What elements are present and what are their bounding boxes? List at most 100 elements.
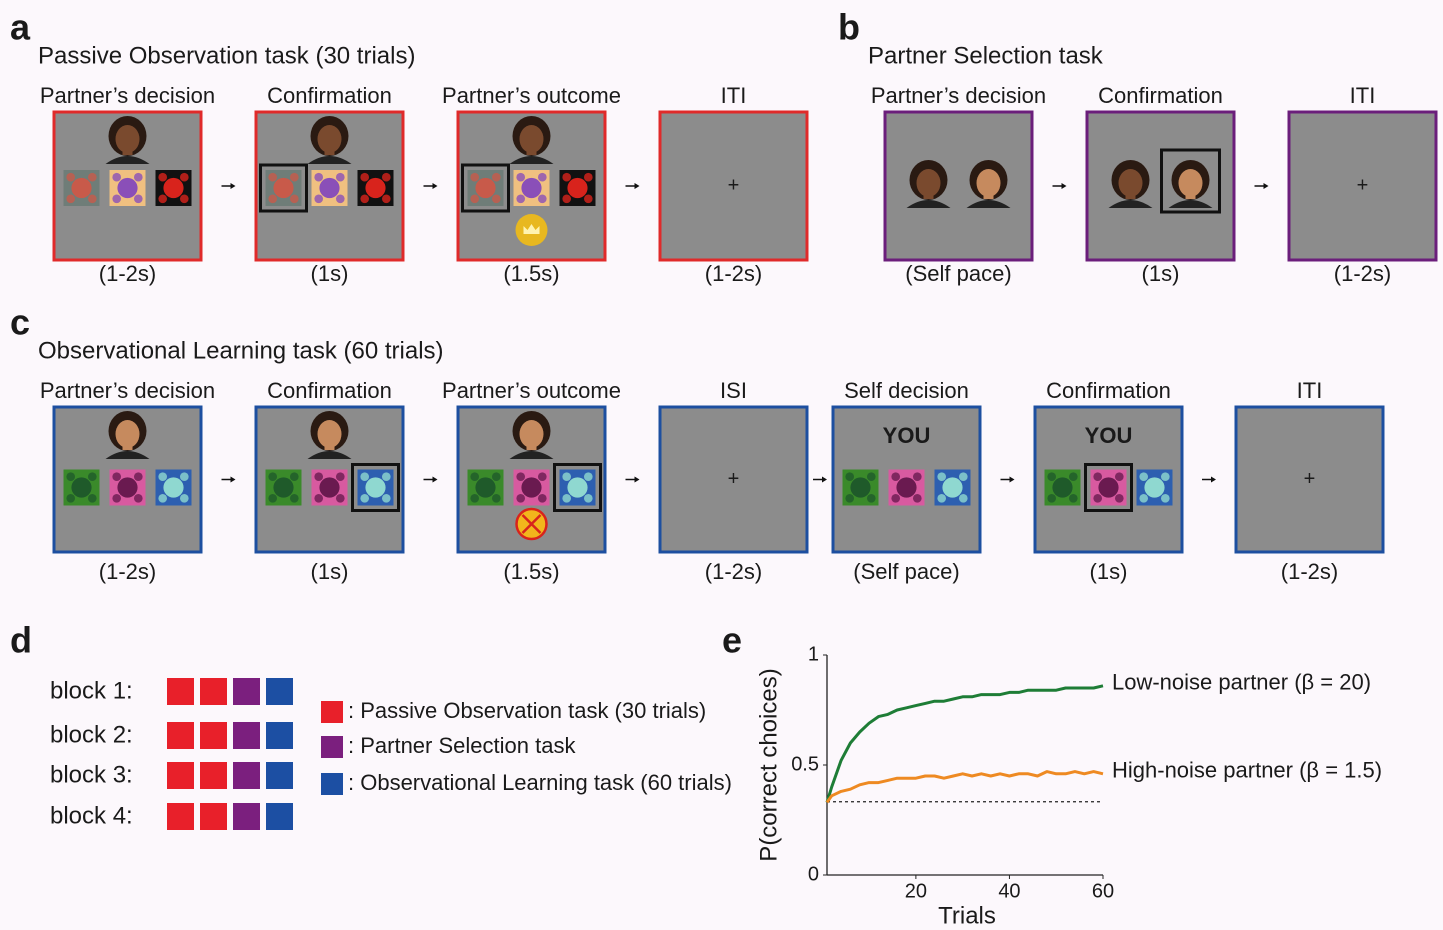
fractal-detail (158, 173, 167, 182)
block-square (233, 678, 260, 705)
screen-duration: (1-2s) (1334, 261, 1391, 286)
fractal-detail (88, 472, 97, 481)
fractal-detail (1161, 472, 1170, 481)
screen-duration: (Self pace) (853, 559, 959, 584)
fractal-detail (584, 494, 593, 503)
fractal-center (1144, 477, 1164, 497)
screen-label: ITI (721, 83, 747, 108)
fractal-detail (290, 494, 299, 503)
block-square (266, 722, 293, 749)
legend-text: : Observational Learning task (60 trials… (348, 770, 732, 795)
y-tick-label: 0 (808, 863, 819, 885)
fractal-detail (470, 194, 479, 203)
fractal-detail (314, 494, 323, 503)
screen-duration: (1-2s) (99, 559, 156, 584)
fractal-detail (360, 494, 369, 503)
legend-swatch (321, 736, 343, 758)
screen-duration: (1.5s) (503, 261, 559, 286)
fractal-detail (845, 472, 854, 481)
screen-label: Confirmation (267, 378, 392, 403)
arrow-head (231, 477, 236, 483)
fractal-center (163, 178, 183, 198)
fractal-detail (88, 194, 97, 203)
fractal-detail (867, 494, 876, 503)
screen-text: YOU (883, 423, 931, 448)
screen-label: ISI (720, 378, 747, 403)
fractal-detail (88, 494, 97, 503)
fractal-detail (268, 494, 277, 503)
face (318, 125, 342, 153)
face (116, 420, 140, 448)
block-square (233, 803, 260, 830)
fractal-detail (314, 472, 323, 481)
fractal-center (1052, 477, 1072, 497)
arrow-head (1010, 477, 1015, 483)
fractal-center (163, 477, 183, 497)
fractal-detail (959, 472, 968, 481)
fractal-detail (382, 472, 391, 481)
fractal-detail (867, 472, 876, 481)
fractal-detail (382, 173, 391, 182)
fractal-detail (516, 194, 525, 203)
fractal-detail (336, 494, 345, 503)
fractal-detail (562, 472, 571, 481)
fractal-detail (470, 494, 479, 503)
fractal-detail (180, 472, 189, 481)
screen-duration: (1.5s) (503, 559, 559, 584)
fractal-detail (1139, 472, 1148, 481)
fractal-detail (562, 173, 571, 182)
panel-title: Partner Selection task (868, 42, 1104, 69)
fractal-detail (290, 472, 299, 481)
fractal-detail (470, 472, 479, 481)
fractal-center (896, 477, 916, 497)
fractal-detail (382, 194, 391, 203)
block-square (167, 803, 194, 830)
fractal-detail (382, 494, 391, 503)
fractal-center (475, 178, 495, 198)
fractal-detail (584, 194, 593, 203)
fractal-center (521, 178, 541, 198)
fractal-detail (158, 494, 167, 503)
block-square (167, 762, 194, 789)
fractal-detail (134, 173, 143, 182)
legend-text: : Partner Selection task (348, 733, 576, 758)
screen-label: Confirmation (1046, 378, 1171, 403)
fractal-detail (845, 494, 854, 503)
fractal-detail (180, 173, 189, 182)
fractal-detail (180, 494, 189, 503)
arrow-head (1211, 477, 1216, 483)
fractal-detail (134, 494, 143, 503)
face (917, 169, 941, 197)
screen-label: Confirmation (267, 83, 392, 108)
fractal-detail (1115, 472, 1124, 481)
fractal-detail (112, 194, 121, 203)
fractal-detail (1047, 494, 1056, 503)
screen (885, 112, 1032, 260)
series-line (827, 686, 1103, 803)
screen-duration: (1-2s) (1281, 559, 1338, 584)
screen-text: + (1357, 174, 1369, 196)
fractal-detail (1139, 494, 1148, 503)
fractal-detail (1069, 494, 1078, 503)
fractal-detail (516, 494, 525, 503)
fractal-detail (336, 472, 345, 481)
face (977, 169, 1001, 197)
legend-swatch (321, 773, 343, 795)
fractal-detail (360, 173, 369, 182)
fractal-center (273, 477, 293, 497)
fractal-detail (336, 173, 345, 182)
block-square (200, 803, 227, 830)
panel-title: Observational Learning task (60 trials) (38, 337, 444, 364)
arrow-head (231, 183, 236, 189)
fractal-center (475, 477, 495, 497)
fractal-center (567, 477, 587, 497)
fractal-detail (314, 173, 323, 182)
fractal-detail (538, 194, 547, 203)
fractal-detail (562, 494, 571, 503)
fractal-center (1098, 477, 1118, 497)
fractal-detail (268, 194, 277, 203)
face (116, 125, 140, 153)
fractal-detail (516, 472, 525, 481)
fractal-center (71, 178, 91, 198)
screen-label: Partner’s decision (40, 378, 215, 403)
